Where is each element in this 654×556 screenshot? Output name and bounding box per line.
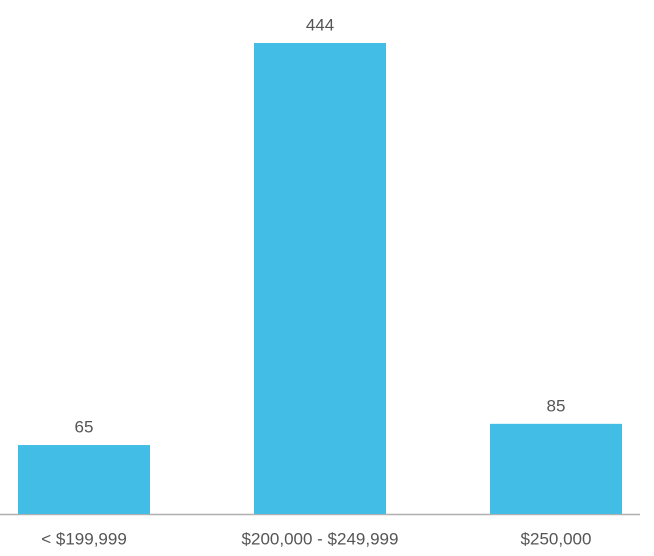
x-tick-label: $250,000 [521, 529, 592, 548]
bar [254, 43, 386, 514]
value-label: 65 [75, 418, 94, 437]
bar [490, 423, 622, 514]
x-tick-label: < $199,999 [41, 529, 127, 548]
bar [18, 445, 150, 514]
x-tick-label: $200,000 - $249,999 [242, 529, 399, 548]
value-label: 444 [306, 15, 334, 34]
value-label: 85 [547, 396, 566, 415]
